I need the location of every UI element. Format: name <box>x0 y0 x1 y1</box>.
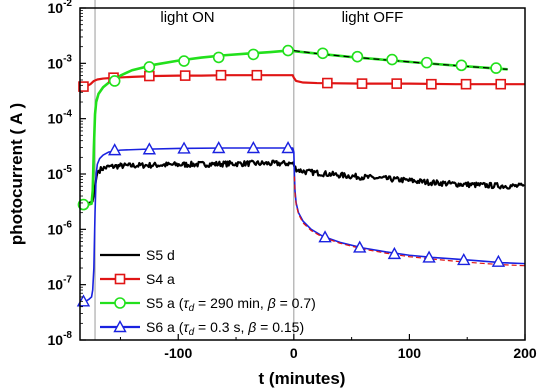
marker-s5-a-9 <box>386 53 398 66</box>
legend-tau-sub: d <box>189 303 195 314</box>
marker-s6-a-6 <box>281 141 295 154</box>
marker-s4-a-3 <box>179 70 191 81</box>
legend-tau: τ <box>183 319 189 335</box>
legend-beta: β <box>247 319 256 335</box>
y-tick-exponent: -2 <box>63 0 72 9</box>
legend-label-3: S6 a (τd = 0.3 s, β = 0.15) <box>146 319 304 338</box>
region-labels: light ON light OFF <box>160 9 403 26</box>
marker-s5-a-2 <box>143 61 156 73</box>
marker-s6-a-4 <box>212 141 226 154</box>
marker-s6-a-7 <box>318 230 332 243</box>
legend-mid: = 290 min, <box>194 295 268 311</box>
y-tick-base: 10 <box>48 277 64 293</box>
marker-s5-a-0 <box>77 198 90 211</box>
marker-s5-a-8 <box>351 50 364 63</box>
marker-s5-a-10 <box>420 56 433 69</box>
x-tick-label-2: 100 <box>398 345 422 361</box>
marker-s4-a-7 <box>356 78 368 89</box>
x-axis-ticks: -100 0 100 200 <box>119 334 537 361</box>
marker-s6-a-2 <box>142 142 157 155</box>
y-tick-exponent: -8 <box>63 330 72 341</box>
marker-s6-a-9 <box>387 246 402 260</box>
legend-marker-3 <box>113 320 127 333</box>
legend: S5 dS4 aS5 a (τd = 290 min, β = 0.7)S6 a… <box>100 247 316 338</box>
marker-s5-a-3 <box>178 55 190 67</box>
marker-s5-a-7 <box>316 47 329 60</box>
legend-text: S5 d <box>146 247 175 263</box>
marker-s6-a-11 <box>457 252 471 266</box>
y-tick-base: 10 <box>48 221 64 237</box>
y-tick-exponent: -6 <box>63 219 72 230</box>
y-tick-exponent: -4 <box>63 109 72 120</box>
legend-label-0: S5 d <box>146 247 175 263</box>
y-tick-exponent: -3 <box>63 53 72 64</box>
marker-s5-a-12 <box>490 62 502 74</box>
x-tick-label-1: 0 <box>290 345 298 361</box>
y-tick-label-5: 10-3 <box>48 53 73 71</box>
marker-s6-a-12 <box>491 254 506 267</box>
y-tick-label-2: 10-6 <box>48 219 73 237</box>
marker-s4-a-8 <box>391 78 403 89</box>
legend-prefix: S6 a ( <box>146 319 184 335</box>
legend-label-1: S4 a <box>146 271 175 287</box>
marker-s5-a-5 <box>247 48 260 61</box>
x-tick-label-3: 200 <box>513 345 537 361</box>
y-tick-base: 10 <box>48 111 64 127</box>
marker-s4-a-9 <box>426 78 437 90</box>
legend-prefix: S5 a ( <box>146 295 184 311</box>
y-tick-base: 10 <box>48 55 64 71</box>
y-tick-exponent: -5 <box>63 164 72 175</box>
legend-beta: β <box>267 295 276 311</box>
series-markers <box>76 44 507 307</box>
y-tick-label-4: 10-4 <box>48 109 73 127</box>
x-axis-title: t (minutes) <box>259 369 346 388</box>
marker-s6-a-8 <box>353 240 367 253</box>
legend-marker-2 <box>114 297 126 309</box>
marker-s4-a-10 <box>460 78 472 90</box>
marker-s4-a-2 <box>144 70 155 82</box>
legend-mid: = 0.3 s, <box>194 319 248 335</box>
legend-tau-sub: d <box>189 327 195 338</box>
y-axis-ticks: 10-810-710-610-510-410-310-2 <box>48 0 86 348</box>
x-tick-label-0: -100 <box>164 345 192 361</box>
marker-s4-a-6 <box>322 77 333 89</box>
series-line-s5-a-fit <box>293 49 508 70</box>
y-tick-base: 10 <box>48 0 64 16</box>
legend-marker-1 <box>114 273 126 285</box>
region-label-0: light ON <box>160 9 214 26</box>
marker-s6-a-5 <box>246 141 261 154</box>
legend-suffix: = 0.7) <box>276 295 316 311</box>
legend-suffix: = 0.15) <box>256 319 304 335</box>
y-tick-label-3: 10-5 <box>48 164 73 182</box>
marker-s6-a-1 <box>107 143 122 156</box>
marker-s4-a-0 <box>78 81 89 92</box>
plot-area <box>76 44 525 307</box>
y-tick-label-6: 10-2 <box>48 0 73 16</box>
y-tick-base: 10 <box>48 166 64 182</box>
marker-s4-a-11 <box>495 78 507 90</box>
marker-s4-a-4 <box>215 69 227 81</box>
marker-s5-a-4 <box>212 51 225 64</box>
legend-tau: τ <box>183 295 189 311</box>
marker-s6-a-10 <box>422 250 436 263</box>
legend-text: S4 a <box>146 271 175 287</box>
marker-s6-a-3 <box>177 141 191 154</box>
y-tick-label-1: 10-7 <box>48 275 73 293</box>
region-label-1: light OFF <box>342 9 404 26</box>
y-tick-base: 10 <box>48 332 64 348</box>
marker-s4-a-5 <box>251 69 263 81</box>
marker-s5-a-1 <box>108 75 121 87</box>
legend-label-2: S5 a (τd = 290 min, β = 0.7) <box>146 295 316 314</box>
series-line-s5-d <box>80 159 525 205</box>
y-axis-title: photocurrent ( A ) <box>7 103 26 245</box>
marker-s5-a-11 <box>455 59 468 72</box>
y-tick-label-0: 10-8 <box>48 330 73 348</box>
y-tick-exponent: -7 <box>63 275 72 286</box>
marker-s5-a-6 <box>282 44 294 57</box>
